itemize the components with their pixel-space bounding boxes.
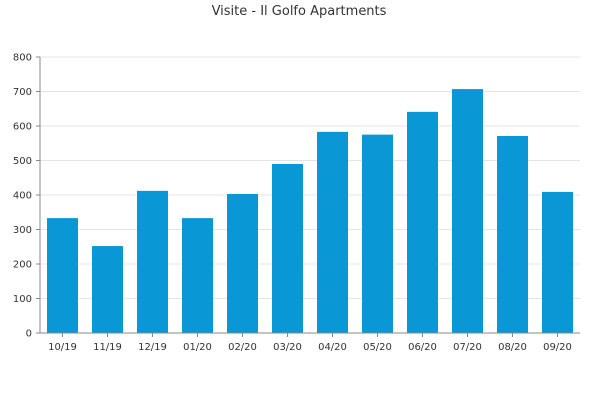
y-tick-label: 500 xyxy=(13,156,32,167)
x-axis-ticks: 10/19 11/19 12/19 01/20 02/20 03/20 04/20 05/20… xyxy=(48,333,572,353)
chart-title: Visite - Il Golfo Apartments xyxy=(212,4,387,19)
y-tick-label: 100 xyxy=(13,294,32,305)
y-tick-label: 200 xyxy=(13,260,32,271)
bar-04-20[interactable] xyxy=(317,131,348,333)
bar-02-20[interactable] xyxy=(227,193,258,333)
bar-09-20[interactable] xyxy=(542,191,573,333)
y-axis-ticks: 0 100 200 300 400 500 600 700 800 xyxy=(13,53,40,340)
x-tick-label: 01/20 xyxy=(183,342,212,353)
x-tick-label: 02/20 xyxy=(228,342,257,353)
gridlines xyxy=(40,56,580,299)
x-tick-label: 07/20 xyxy=(453,342,482,353)
bar-08-20[interactable] xyxy=(497,136,528,333)
x-tick-label: 10/19 xyxy=(48,342,77,353)
bars xyxy=(47,89,573,334)
bar-07-20[interactable] xyxy=(452,89,483,334)
y-tick-label: 300 xyxy=(13,225,32,236)
y-tick-label: 400 xyxy=(13,191,32,202)
x-tick-label: 06/20 xyxy=(408,342,437,353)
x-tick-label: 09/20 xyxy=(543,342,572,353)
bar-10-19[interactable] xyxy=(47,218,78,333)
bar-03-20[interactable] xyxy=(272,163,303,333)
y-tick-label: 700 xyxy=(13,87,32,98)
x-tick-label: 03/20 xyxy=(273,342,302,353)
bar-06-20[interactable] xyxy=(407,111,438,333)
x-tick-label: 11/19 xyxy=(93,342,122,353)
bar-12-19[interactable] xyxy=(137,190,168,333)
x-tick-label: 08/20 xyxy=(498,342,527,353)
bar-01-20[interactable] xyxy=(182,218,213,333)
x-tick-label: 12/19 xyxy=(138,342,167,353)
bar-05-20[interactable] xyxy=(362,134,393,333)
y-tick-label: 0 xyxy=(26,329,32,340)
x-tick-label: 05/20 xyxy=(363,342,392,353)
x-tick-label: 04/20 xyxy=(318,342,347,353)
y-tick-label: 600 xyxy=(13,122,32,133)
y-tick-label: 800 xyxy=(13,53,32,64)
bar-11-19[interactable] xyxy=(92,246,123,333)
